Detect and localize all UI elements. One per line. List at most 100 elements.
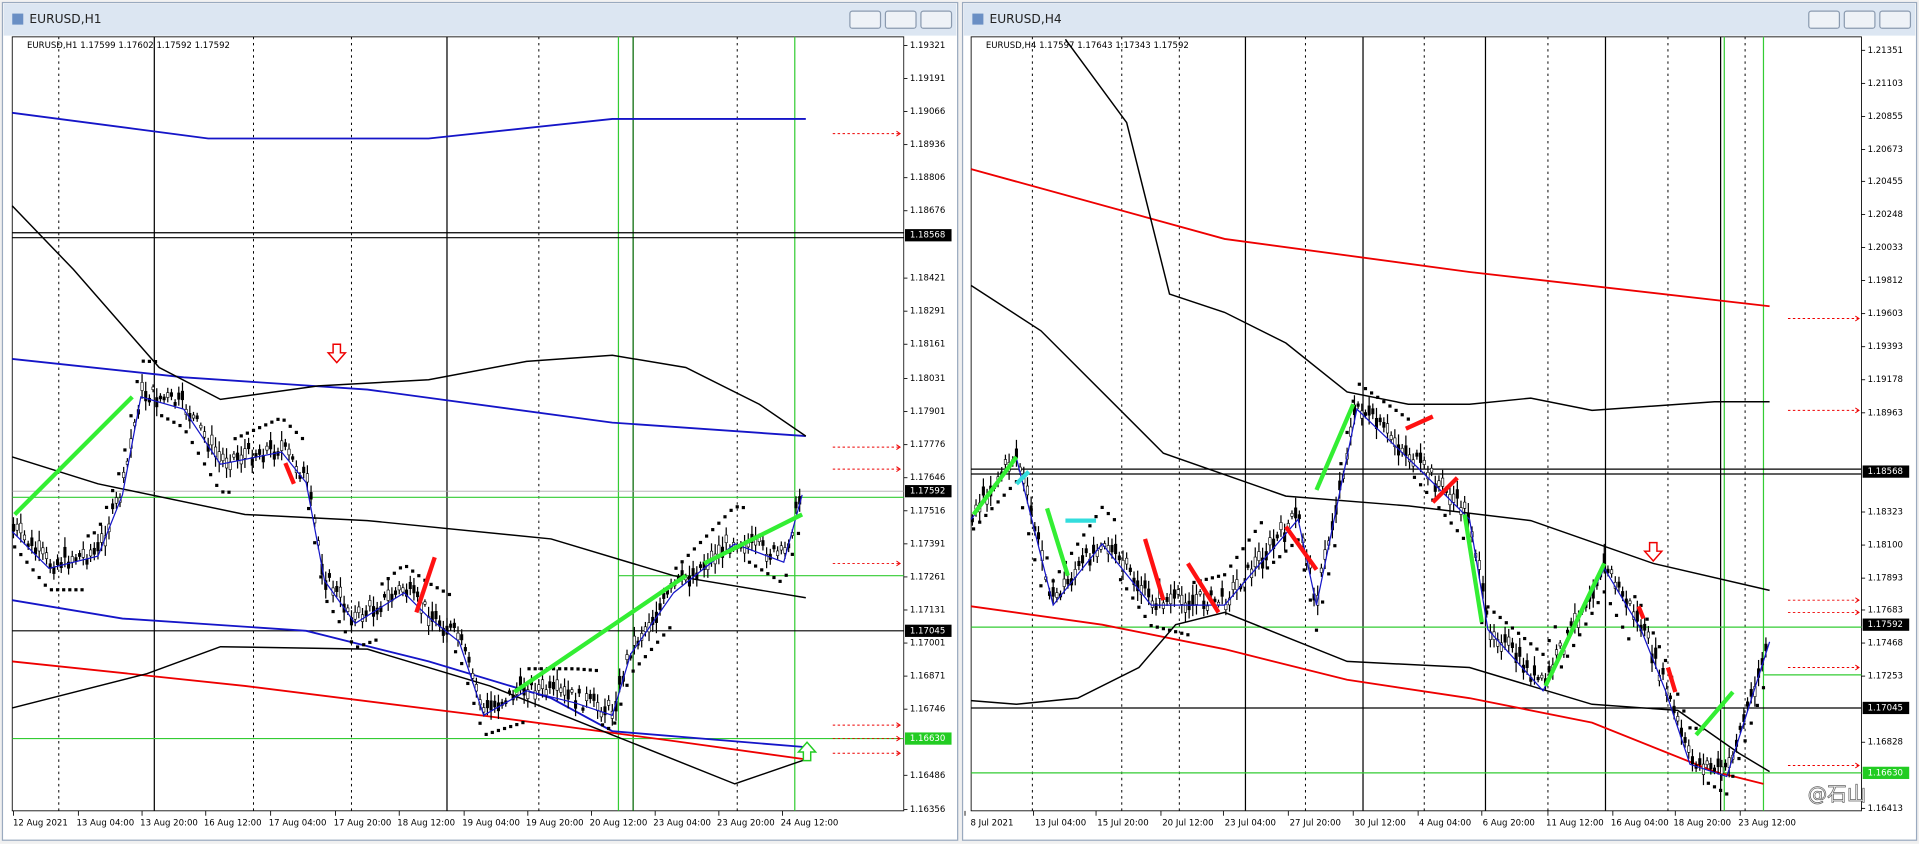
candle-body [1481,583,1485,592]
candle-body [607,699,611,706]
sar-dot [1651,631,1655,635]
candle-body [202,431,207,438]
sar-dot [429,582,433,586]
candle-body [412,585,416,594]
indicator-line [11,205,807,437]
sar-dot [1755,703,1759,708]
sar-dot [1492,610,1496,614]
window-title: EURUSD,H1 [29,12,101,26]
candle-body [526,689,530,699]
wave-segment [1045,507,1070,577]
candle-body [463,647,467,652]
sar-dot [735,505,739,509]
sar-dot [166,417,170,421]
candle-body [199,424,203,429]
candle-body [1066,578,1070,585]
sar-dot [1272,560,1276,564]
candle-body [228,461,232,470]
candle-body [1378,417,1382,423]
indicator-line [12,111,806,140]
candle-body [1205,605,1210,611]
wave-segment [1636,605,1646,620]
sar-dot [760,568,764,572]
sar-dot [741,505,745,510]
sar-dot [698,540,703,545]
time-label: 18 Aug 12:00 [397,819,455,829]
sar-dot [1161,627,1165,631]
sar-dot [674,566,678,570]
candle-body [588,693,592,700]
sar-dot [594,668,598,673]
wave-segment [1142,538,1166,601]
candle-body [41,547,45,555]
price-label: 1.20855 [1868,112,1903,122]
price-label: 1.17646 [910,473,945,483]
minimize-button[interactable] [1808,10,1841,29]
candle-body [383,594,387,598]
sar-dot [1327,572,1331,576]
candle-body [603,706,607,716]
sar-dot [1339,462,1343,466]
candle-body [449,623,453,628]
candle-body [1246,564,1250,568]
candle-body [1220,588,1224,597]
price-label: 1.19603 [1868,309,1903,319]
price-highlight [905,229,952,242]
sar-dot [129,414,133,418]
sar-dot [368,640,372,645]
candle-body [1514,652,1518,663]
candle-body [236,452,240,462]
maximize-button[interactable] [1843,10,1876,29]
time-label: 18 Aug 20:00 [1673,819,1731,829]
candle-body [1216,601,1221,606]
price-highlight-label: 1.17045 [910,626,945,636]
candle-body [1382,422,1386,428]
sar-dot [539,667,543,671]
sar-dot [62,588,66,592]
candle-body [1426,472,1430,480]
signal-arrow [1643,541,1664,563]
sar-dot [202,462,207,466]
candle-body [1687,745,1691,753]
candle-body [408,581,412,590]
candle-body [1749,688,1753,697]
sar-dot [1535,647,1539,651]
sar-dot [1216,574,1221,578]
candle-body [1499,642,1503,652]
sar-dot [1608,602,1612,606]
candle-body [574,700,578,709]
alert-arrow [1855,609,1860,616]
candle-body [45,552,49,559]
sar-dot [1118,578,1123,582]
candle-body [1452,493,1456,503]
candle-body [1161,602,1165,609]
sar-dot [31,568,35,572]
candle-body [416,591,420,598]
sar-dot [1688,726,1692,730]
candle-body [92,547,96,555]
price-highlight [1862,766,1910,779]
price-label: 1.17683 [1868,605,1903,615]
candle-body [1290,513,1294,517]
candle-body [783,547,787,554]
sar-dot [319,575,323,579]
candle-body [1077,560,1081,567]
close-button[interactable] [920,10,953,29]
candle-body [272,451,276,460]
candle-body [265,445,269,451]
candle-body [258,449,262,455]
watermark: @石山 [1808,782,1867,805]
close-button[interactable] [1879,10,1912,29]
candle-body [1738,725,1742,730]
sar-dot [1284,549,1288,553]
sar-dot [649,647,654,652]
candle-body [1518,646,1522,657]
sar-dot [1682,709,1686,713]
sar-dot [331,609,335,614]
maximize-button[interactable] [884,10,917,29]
minimize-button[interactable] [849,10,882,29]
candle-body [772,545,776,550]
sar-dot [447,592,452,597]
time-label: 12 Aug 2021 [13,819,68,829]
sar-dot [196,451,200,455]
